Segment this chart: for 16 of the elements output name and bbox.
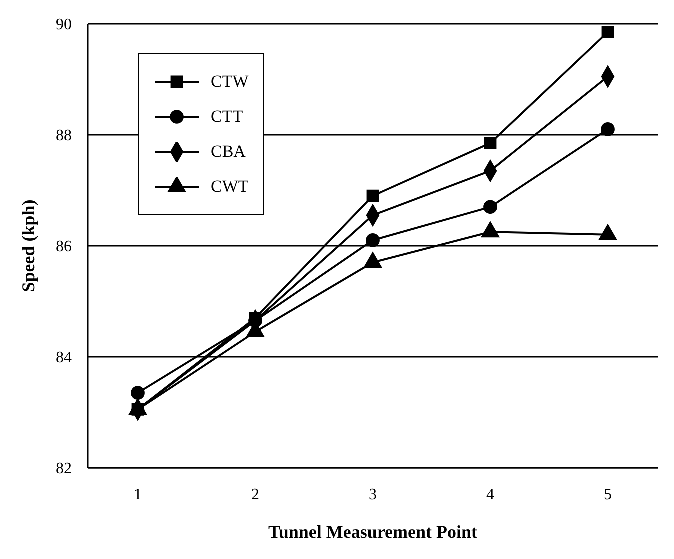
y-tick-label: 84 — [56, 350, 72, 367]
x-tick-label: 2 — [252, 486, 260, 504]
x-tick-label: 1 — [134, 486, 142, 504]
legend-label: CTW — [211, 72, 249, 92]
y-tick-label: 82 — [56, 460, 72, 478]
x-tick-label: 3 — [369, 486, 377, 504]
y-tick-label: 90 — [56, 16, 72, 34]
legend-label: CWT — [211, 176, 249, 196]
y-axis-title: Speed (kph) — [18, 200, 38, 292]
y-tick-label: 86 — [56, 238, 72, 256]
x-axis-title: Tunnel Measurement Point — [268, 522, 478, 542]
x-tick-label: 5 — [604, 486, 612, 504]
legend-label: CTT — [211, 106, 244, 126]
legend-label: CBA — [211, 142, 246, 162]
x-tick-label: 4 — [486, 486, 494, 504]
y-tick-label: 88 — [56, 128, 72, 145]
